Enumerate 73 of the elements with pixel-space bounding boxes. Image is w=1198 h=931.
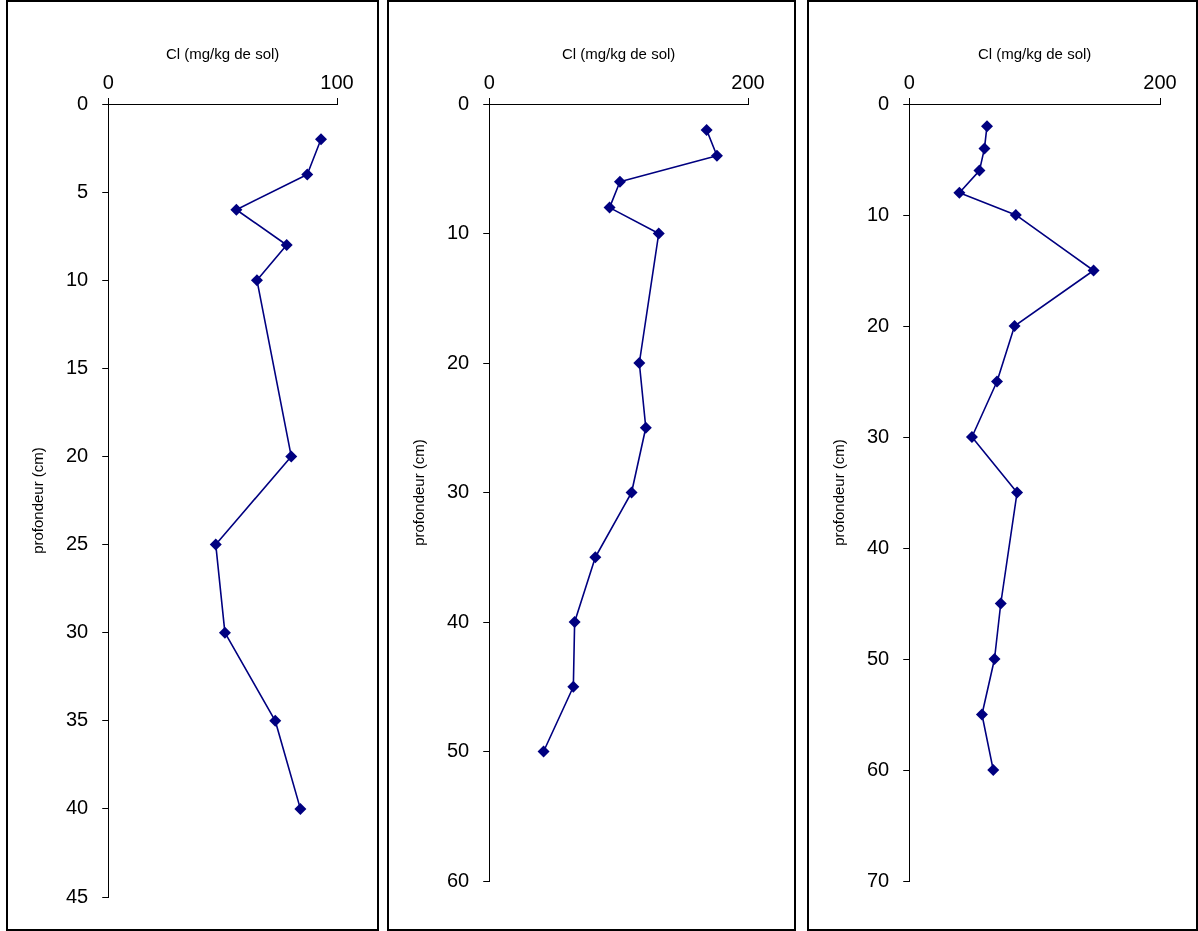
x-axis-title: Cl (mg/kg de sol)	[561, 45, 676, 63]
y-tick-label: 15	[66, 355, 89, 378]
y-tick-label: 70	[867, 868, 890, 891]
y-tick-label: 50	[447, 739, 470, 762]
point	[285, 450, 298, 463]
y-tick-label: 0	[458, 91, 470, 114]
point	[1011, 486, 1024, 499]
y-tick-label: 40	[66, 796, 89, 819]
point	[710, 149, 723, 162]
y-tick-label: 20	[66, 443, 89, 466]
y-tick-label: 40	[867, 535, 890, 558]
point	[973, 164, 986, 177]
x-tick-label: 0	[102, 70, 114, 93]
point	[218, 626, 231, 639]
point	[639, 421, 652, 434]
x-axis-title: Cl (mg/kg de sol)	[165, 45, 280, 63]
point	[994, 597, 1007, 610]
point	[980, 120, 993, 133]
x-tick-label: 100	[320, 70, 354, 93]
x-tick-label: 200	[731, 70, 765, 93]
x-tick-label: 0	[483, 70, 495, 93]
y-tick-label: 45	[66, 884, 89, 907]
y-tick-label: 30	[867, 424, 890, 447]
y-axis-title: profondeur (cm)	[830, 439, 848, 546]
point	[301, 168, 314, 181]
point	[700, 123, 713, 136]
point	[1009, 209, 1022, 221]
y-tick-label: 50	[867, 646, 890, 669]
point	[314, 133, 327, 146]
point	[965, 431, 978, 443]
y-axis-title: profondeur (cm)	[29, 447, 47, 554]
point	[230, 203, 243, 216]
y-tick-label: 35	[66, 708, 89, 731]
point	[280, 238, 293, 251]
point	[625, 486, 638, 499]
y-tick-label: 10	[66, 267, 89, 290]
y-axis-title: profondeur (cm)	[410, 439, 428, 546]
point	[975, 708, 988, 721]
y-tick-label: 25	[66, 532, 89, 555]
point	[209, 538, 222, 551]
x-tick-label: 0	[903, 70, 915, 93]
point	[953, 186, 966, 199]
y-tick-label: 60	[867, 757, 890, 780]
point	[294, 802, 307, 815]
point	[603, 201, 616, 214]
point	[567, 680, 580, 693]
y-tick-label: 20	[447, 350, 470, 373]
x-tick-label: 200	[1143, 70, 1177, 93]
y-tick-label: 40	[447, 609, 470, 632]
y-tick-label: 0	[878, 91, 890, 114]
y-tick-label: 60	[447, 868, 470, 891]
y-tick-label: 5	[77, 179, 89, 202]
point	[987, 764, 1000, 776]
point	[568, 616, 581, 628]
point	[652, 227, 665, 240]
x-axis-title: Cl (mg/kg de sol)	[977, 45, 1092, 63]
point	[589, 551, 602, 564]
y-tick-label: 10	[867, 202, 890, 225]
point	[978, 142, 991, 155]
point	[269, 714, 282, 727]
point	[250, 274, 263, 287]
point	[633, 357, 646, 369]
point	[613, 175, 626, 188]
y-tick-label: 10	[447, 221, 470, 244]
y-tick-label: 0	[77, 91, 89, 114]
point	[1087, 264, 1100, 277]
y-tick-label: 30	[447, 480, 470, 503]
point	[1008, 320, 1021, 332]
y-tick-label: 30	[66, 620, 89, 643]
point	[991, 375, 1004, 388]
y-tick-label: 20	[867, 313, 890, 336]
point	[988, 653, 1001, 665]
point	[537, 745, 550, 758]
